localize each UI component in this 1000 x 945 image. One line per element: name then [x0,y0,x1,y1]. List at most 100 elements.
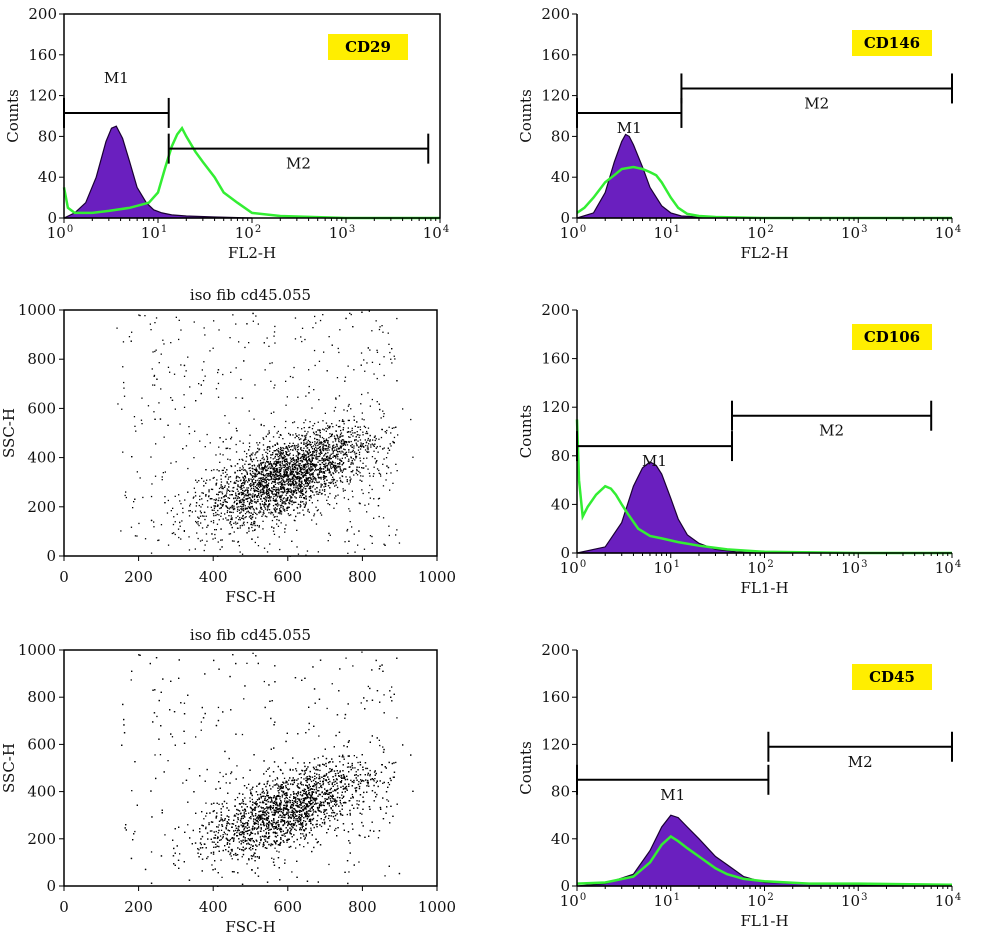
scatter1-point [338,438,340,440]
scatter1-point [410,418,412,421]
scatter1-point [222,441,224,443]
scatter1-point [241,458,243,460]
scatter1-point [342,435,344,437]
scatter1-point [230,515,232,517]
scatter1-point [206,479,208,481]
scatter1-point [202,492,204,494]
scatter1-point [299,494,301,497]
scatter1-point [277,461,280,464]
scatter1-point [266,485,268,487]
scatter1-point [372,439,374,441]
scatter1-point [306,450,308,453]
scatter1-point [363,425,365,427]
scatter1-point [263,485,265,487]
scatter1-point [273,489,276,491]
scatter1-point [306,485,309,487]
scatter1-point [282,506,284,508]
scatter1-point [276,492,278,494]
scatter1-point [255,467,257,469]
scatter1-point [217,382,220,385]
scatter1-point [311,428,314,430]
scatter1-point [210,469,213,472]
scatter1-point [306,433,308,435]
scatter1-point [343,448,345,450]
scatter1-point [265,499,268,501]
scatter1-point [342,490,345,492]
scatter1-point [327,442,329,444]
scatter1-point [197,537,199,540]
scatter1-point [312,464,315,467]
scatter1-point [307,508,309,511]
scatter1-point [251,476,254,478]
scatter1-point [285,503,287,505]
scatter1-point [319,477,321,479]
scatter1-point [270,477,272,479]
scatter1-point [280,447,282,449]
scatter1-point [245,493,247,496]
scatter1-point [350,457,352,459]
scatter1-point [196,502,198,504]
scatter1-point [329,464,331,466]
scatter1-point [237,515,239,517]
scatter1-point [223,467,226,469]
scatter1-point [238,492,241,494]
scatter1-point [205,482,207,484]
scatter1-point [383,447,385,449]
scatter1-point [335,469,337,471]
scatter1-point [351,490,353,492]
scatter1-point [201,498,203,500]
scatter1-point [213,509,215,511]
scatter2-points [121,651,414,887]
scatter1-point [287,467,290,469]
scatter1-point [134,425,136,427]
scatter1-point [312,478,315,480]
scatter1-point [301,455,304,457]
scatter1-point [235,443,237,446]
scatter1-point [244,513,247,515]
scatter1-point [225,495,227,497]
scatter1-point [244,477,247,479]
scatter1-point [136,471,138,473]
scatter1-point [279,457,281,459]
scatter1-point [254,524,256,527]
scatter1-point [313,349,316,352]
scatter1-point [284,466,286,469]
scatter1-point [303,439,305,441]
scatter1-point [350,478,352,480]
scatter1-point [230,511,232,513]
scatter1-point [314,443,316,445]
scatter1-point [300,496,303,498]
scatter1-point [228,422,230,424]
scatter1-point [240,511,242,513]
scatter1-point [344,457,346,459]
scatter1-point [253,468,256,471]
scatter1-point [253,458,255,461]
cd29-ytick-label: 200 [28,5,57,23]
scatter1-point [203,485,205,487]
scatter1-point [332,481,334,483]
scatter1-point [204,375,206,377]
scatter1-point [379,445,381,448]
scatter1-point [313,447,316,450]
scatter1-point [245,494,247,496]
scatter1-point [296,476,299,478]
scatter1-point [236,463,239,465]
scatter1-point [272,452,274,454]
scatter1-point [294,463,296,465]
scatter1-point [356,469,358,472]
scatter1-point [248,484,251,486]
scatter1-point [259,482,261,484]
scatter1-point [200,506,202,508]
scatter1-point [334,464,336,467]
scatter1-point [183,530,185,532]
scatter1-point [250,485,252,487]
scatter1-point [310,465,312,468]
scatter1-point [273,516,275,518]
scatter1-point [294,338,297,340]
scatter1-point [311,472,313,475]
scatter1-point [235,492,237,494]
scatter1-point [211,498,213,500]
scatter1-point [231,507,233,509]
scatter1-point [350,313,352,316]
scatter1-point [328,456,330,459]
